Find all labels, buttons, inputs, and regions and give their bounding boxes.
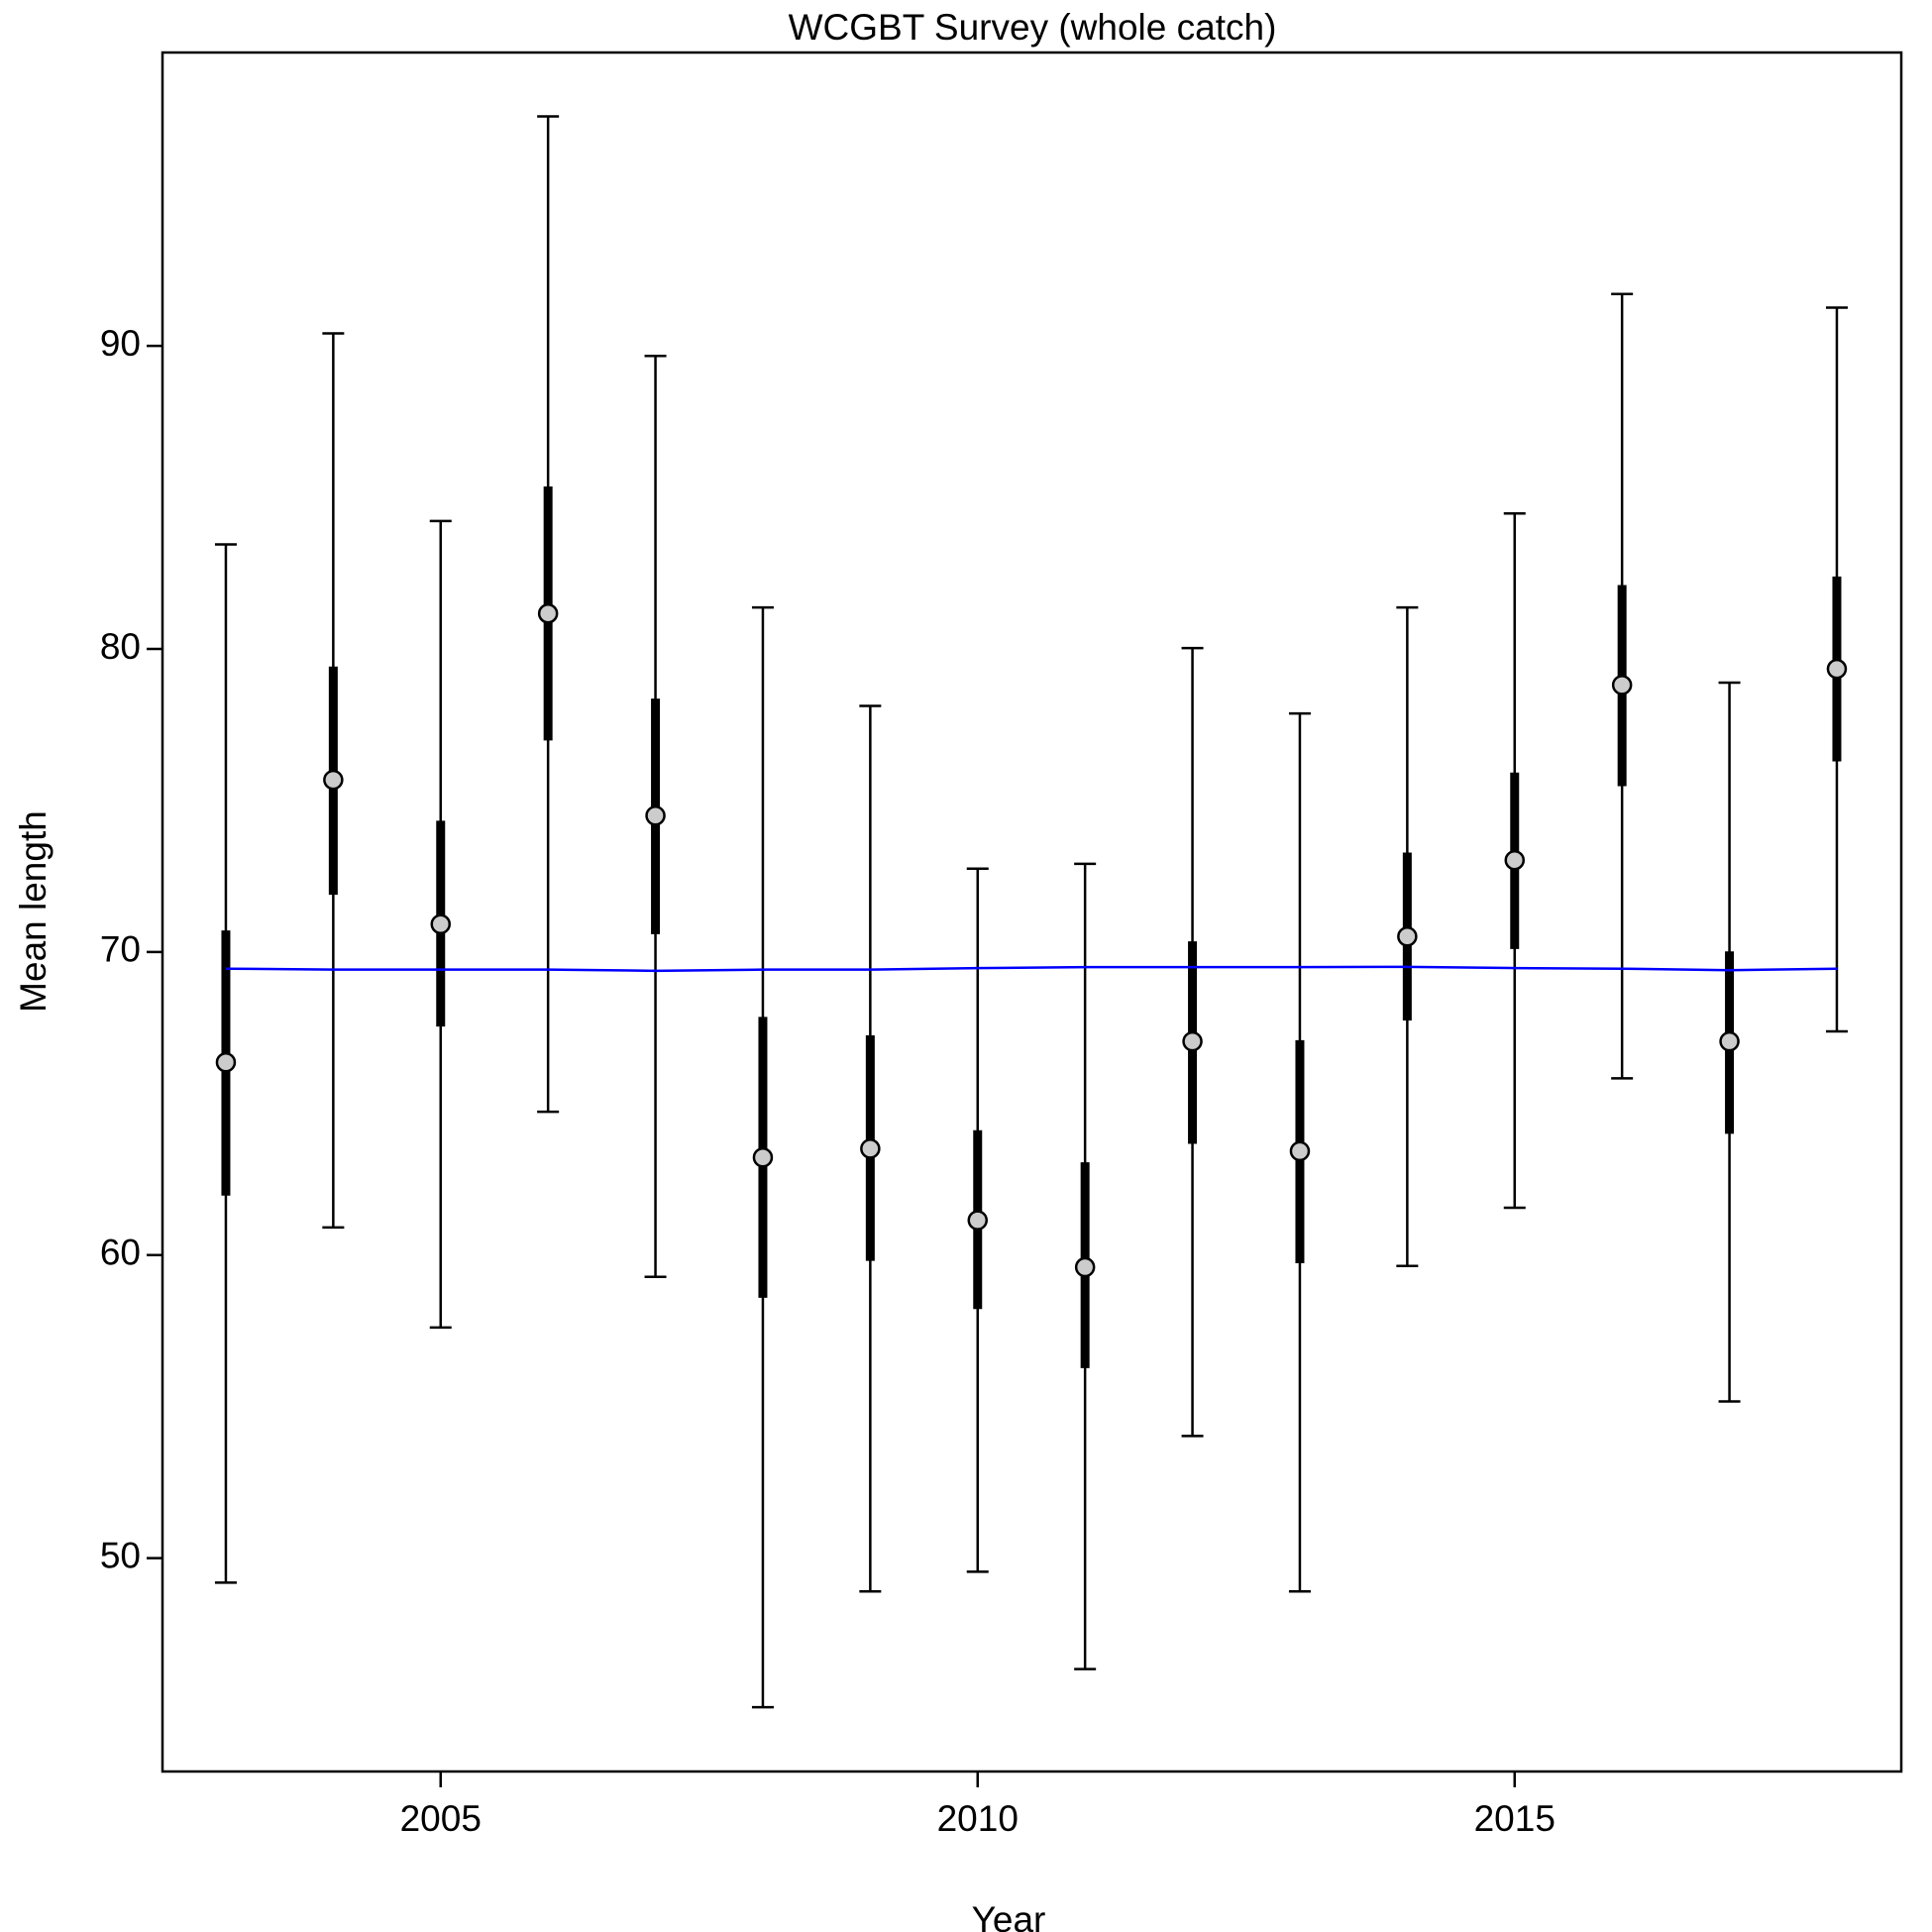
mean-point: [752, 1147, 774, 1168]
x-tick-label: 2015: [1474, 1798, 1556, 1839]
chart-title: WCGBT Survey (whole catch): [789, 7, 1277, 48]
mean-point: [860, 1138, 881, 1159]
mean-point: [1611, 675, 1633, 696]
mean-point: [323, 769, 344, 791]
mean-point: [1826, 658, 1848, 680]
mean-point: [1397, 926, 1418, 947]
mean-point: [1182, 1030, 1203, 1052]
mean-point: [537, 602, 559, 624]
mean-point: [645, 805, 666, 826]
y-tick-label: 70: [100, 929, 141, 970]
x-tick-label: 2005: [400, 1798, 482, 1839]
x-tick-label: 2010: [937, 1798, 1019, 1839]
mean-point: [1289, 1140, 1311, 1162]
mean-point: [215, 1051, 237, 1073]
y-tick-label: 90: [100, 323, 141, 364]
y-tick-label: 50: [100, 1535, 141, 1575]
expected-line: [225, 965, 1837, 973]
x-axis-label: Year: [972, 1899, 1046, 1932]
plot-frame: [161, 51, 1903, 1773]
y-tick-label: 80: [100, 626, 141, 667]
mean-point: [430, 913, 452, 934]
mean-point: [967, 1210, 989, 1231]
mean-point: [1504, 849, 1526, 871]
mean-point: [1074, 1256, 1096, 1278]
mean-point: [1719, 1030, 1740, 1052]
y-axis-label: Mean length: [13, 810, 54, 1013]
y-tick-label: 60: [100, 1233, 141, 1273]
